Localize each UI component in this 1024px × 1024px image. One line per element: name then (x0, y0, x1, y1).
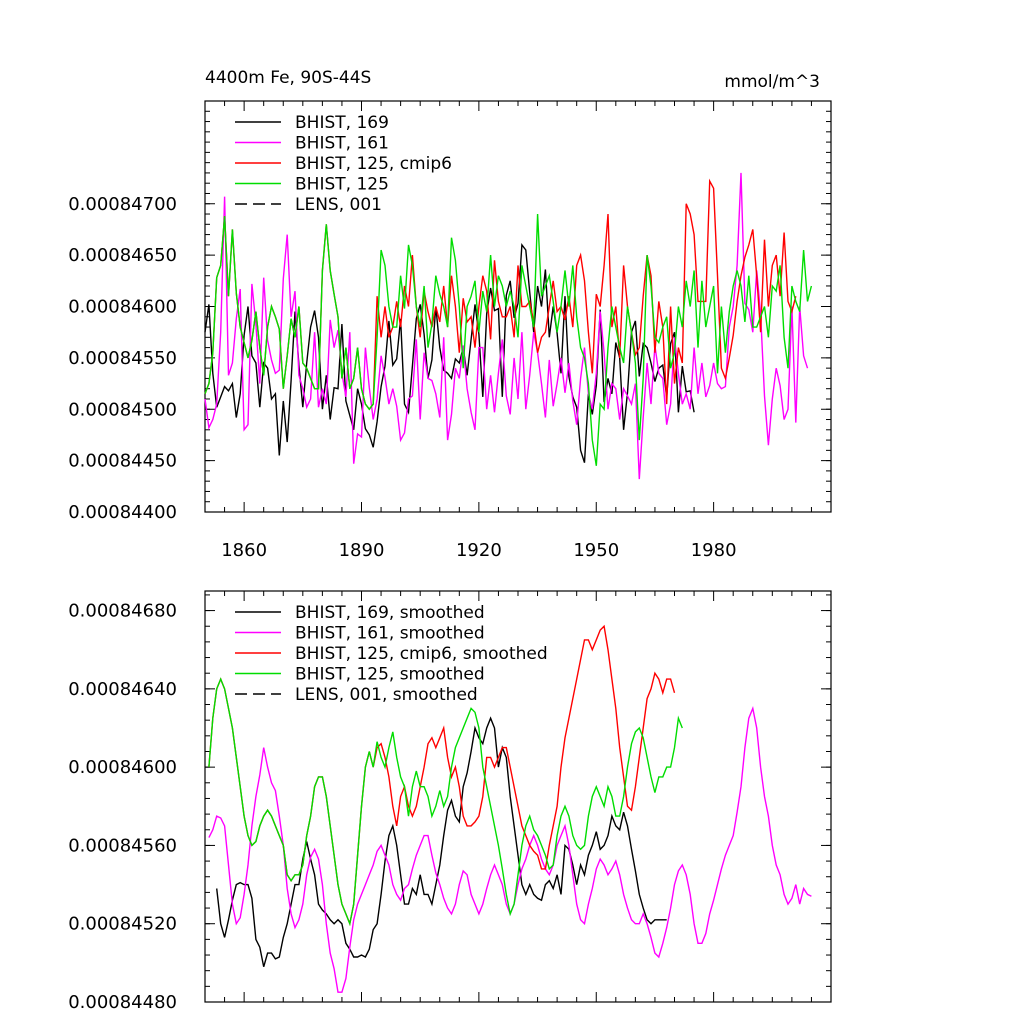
legend-label: BHIST, 125, cmip6 (295, 154, 452, 174)
y-tick-label: 0.00084520 (68, 914, 177, 935)
panel-title: 4400m Fe, 90S-44S (205, 68, 371, 88)
series-line (208, 705, 812, 993)
y-tick-label: 0.00084400 (68, 502, 177, 523)
y-tick-label: 0.00084550 (68, 348, 177, 369)
y-tick-label: 0.00084560 (68, 835, 177, 856)
legend-label: BHIST, 161 (295, 134, 389, 154)
x-tick-label: 1890 (339, 540, 385, 561)
series-line (208, 677, 683, 927)
x-tick-label: 1860 (221, 540, 267, 561)
legend-label: BHIST, 169 (295, 113, 389, 133)
series-line (216, 716, 667, 967)
y-tick-label: 0.00084680 (68, 601, 177, 622)
y-tick-label: 0.00084700 (68, 194, 177, 215)
legend-label: LENS, 001 (295, 195, 382, 215)
legend-label: BHIST, 125, cmip6, smoothed (295, 644, 548, 664)
x-tick-label: 1980 (691, 540, 737, 561)
legend-label: LENS, 001, smoothed (295, 685, 478, 705)
units-label: mmol/m^3 (724, 72, 820, 92)
series-line (204, 213, 813, 466)
y-tick-label: 0.00084500 (68, 399, 177, 420)
legend-label: BHIST, 125 (295, 175, 389, 195)
series-line (204, 172, 809, 480)
top-panel: 1860 1890 1920 1950 1980 0.00084400 0.00084450… (68, 100, 832, 561)
y-tick-label: 0.00084600 (68, 757, 177, 778)
legend-label: BHIST, 161, smoothed (295, 624, 485, 644)
legend-label: BHIST, 125, smoothed (295, 665, 485, 685)
bottom-panel: 0.00084480 0.00084520 0.00084560 0.00084600… (68, 590, 832, 1013)
y-tick-label: 0.00084650 (68, 245, 177, 266)
legend-label: BHIST, 169, smoothed (295, 603, 485, 623)
y-tick-label: 0.00084600 (68, 297, 177, 318)
y-tick-label: 0.00084640 (68, 679, 177, 700)
x-tick-label: 1950 (573, 540, 619, 561)
series-line (204, 178, 797, 411)
x-tick-label: 1920 (456, 540, 502, 561)
y-tick-label: 0.00084480 (68, 992, 177, 1013)
y-tick-label: 0.00084450 (68, 451, 177, 472)
